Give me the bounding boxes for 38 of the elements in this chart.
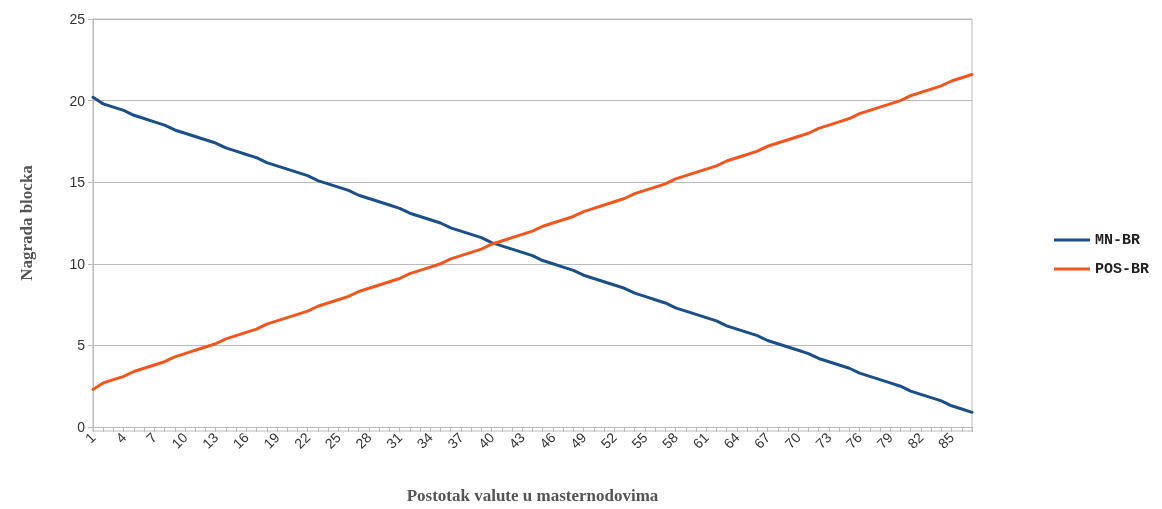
x-tick-label: 55 xyxy=(628,429,651,452)
x-tick-label: 25 xyxy=(321,429,345,452)
x-tick-label: 37 xyxy=(444,429,467,452)
x-tick-label: 16 xyxy=(229,429,253,452)
x-tick-label: 61 xyxy=(689,429,713,452)
y-axis-title: Nagrada blocka xyxy=(17,164,36,281)
x-tick-label: 70 xyxy=(781,429,805,452)
x-tick-label: 64 xyxy=(720,429,743,452)
x-tick-label: 34 xyxy=(413,429,437,452)
x-tick-label: 85 xyxy=(934,429,958,452)
x-tick-label: 46 xyxy=(536,429,559,452)
x-tick-label: 7 xyxy=(143,429,161,447)
y-tick-label: 5 xyxy=(77,337,86,354)
x-tick-label: 76 xyxy=(842,429,866,452)
x-tick-label: 4 xyxy=(112,429,130,447)
x-tick-label: 82 xyxy=(904,429,927,452)
y-tick-label: 20 xyxy=(69,92,86,109)
y-tick-label: 25 xyxy=(69,11,86,27)
y-tick-label: 0 xyxy=(77,419,86,435)
x-tick-label: 79 xyxy=(873,429,897,452)
y-tick-label: 10 xyxy=(69,255,86,272)
x-tick-label: 28 xyxy=(352,429,375,452)
legend-label: POS-BR xyxy=(1094,260,1150,278)
x-tick-label: 19 xyxy=(260,429,283,452)
x-tick-label: 49 xyxy=(566,429,590,452)
x-tick-label: 40 xyxy=(474,429,498,452)
x-tick-label: 58 xyxy=(658,429,682,452)
x-tick-label: 43 xyxy=(505,429,529,452)
x-tick-label: 13 xyxy=(198,429,222,452)
y-tick-label: 15 xyxy=(69,174,86,191)
x-axis-title: Postotak valute u masternodovima xyxy=(406,486,659,505)
x-tick-label: 73 xyxy=(812,429,835,452)
x-tick-label: 67 xyxy=(750,429,774,452)
x-tick-label: 22 xyxy=(290,429,314,452)
x-tick-label: 10 xyxy=(168,429,191,452)
x-tick-label: 31 xyxy=(382,429,406,452)
legend-label: MN-BR xyxy=(1094,231,1141,249)
x-tick-label: 52 xyxy=(597,429,621,452)
